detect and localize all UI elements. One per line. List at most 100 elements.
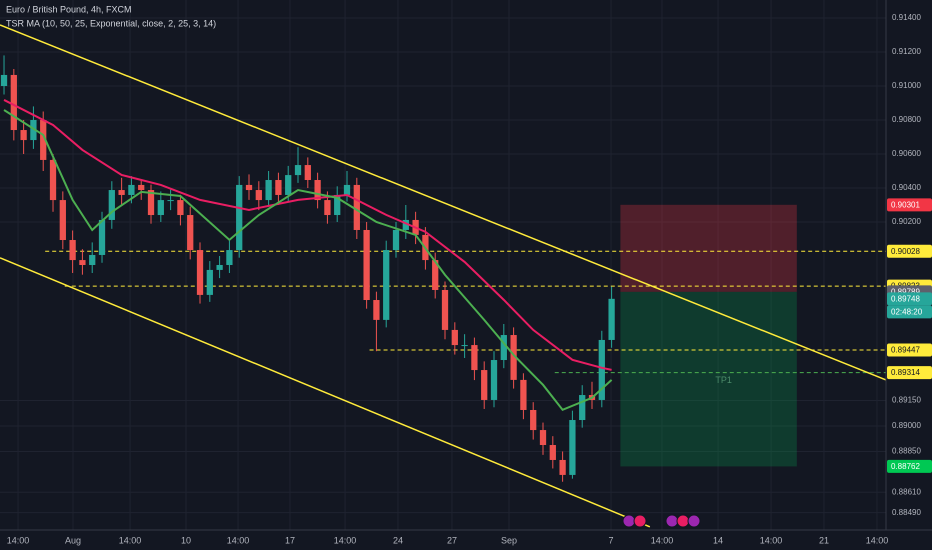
candle-body: [334, 194, 341, 216]
candle-body: [226, 250, 233, 265]
target-zone: [620, 291, 797, 467]
x-tick-label: 17: [285, 535, 295, 545]
x-tick-label: 14:00: [119, 535, 142, 545]
trend-line: [0, 257, 651, 528]
price-badge-label: 0.89748: [891, 294, 920, 303]
y-tick-label: 0.90400: [892, 183, 921, 192]
x-tick-label: 14: [713, 535, 723, 545]
candle-body: [10, 74, 17, 131]
x-tick-label: 14:00: [760, 535, 783, 545]
candle-body: [275, 180, 282, 195]
plot: TP1: [0, 24, 887, 528]
candle-body: [69, 240, 76, 261]
y-tick-label: 0.89000: [892, 421, 921, 430]
y-tick-label: 0.90200: [892, 217, 921, 226]
candle-body: [608, 298, 615, 340]
candle-body: [530, 409, 537, 431]
price-badge: [887, 459, 932, 473]
x-tick-label: 27: [447, 535, 457, 545]
candle-body: [98, 219, 106, 255]
event-icon[interactable]: [687, 514, 701, 528]
y-tick-label: 0.89150: [892, 396, 921, 405]
candle-body: [255, 190, 262, 201]
price-badge-label: 0.90028: [891, 247, 920, 256]
candle-body: [59, 200, 66, 241]
price-badge: [887, 366, 932, 380]
candle-body: [520, 379, 527, 410]
x-tick-label: 24: [393, 535, 403, 545]
candle-body: [79, 260, 86, 265]
countdown-label: 02:48:20: [891, 307, 923, 316]
event-icon[interactable]: [665, 514, 679, 528]
event-icon[interactable]: [676, 514, 690, 528]
countdown-badge: [887, 305, 932, 319]
candle-body: [353, 184, 360, 230]
x-tick-label: 10: [181, 535, 191, 545]
moving-average: [3, 109, 613, 412]
x-tick-label: Aug: [65, 535, 81, 545]
x-tick-label: 14:00: [651, 535, 674, 545]
candle-body: [157, 200, 164, 216]
candle-body: [490, 360, 498, 400]
candle-body: [432, 260, 439, 290]
x-tick-label: 7: [609, 535, 614, 545]
y-tick-label: 0.88610: [892, 487, 921, 496]
candle-body: [559, 459, 566, 475]
candle-body: [187, 215, 194, 251]
event-icon[interactable]: [622, 514, 636, 528]
indicator-title: TSR MA (10, 50, 25, Exponential, close, …: [6, 18, 216, 28]
price-badge-label: 0.90301: [891, 200, 920, 209]
x-tick-label: 14:00: [334, 535, 357, 545]
y-tick-label: 0.91200: [892, 47, 921, 56]
price-badge: [887, 244, 932, 258]
candle-body: [314, 180, 321, 201]
candle-body: [89, 254, 96, 265]
candle-body: [324, 200, 331, 216]
candle-body: [138, 184, 145, 191]
candle-body: [471, 345, 478, 371]
candle-body: [216, 265, 223, 270]
candle-body: [108, 190, 115, 220]
candle-body: [304, 165, 311, 181]
candle-body: [285, 175, 292, 195]
candle-body: [30, 120, 37, 141]
candle-body: [392, 229, 400, 251]
candle-body: [118, 190, 125, 195]
candle-body: [40, 120, 47, 160]
price-badge-label: 0.89314: [891, 368, 920, 377]
candle-body: [441, 289, 449, 330]
trend-line: [0, 24, 887, 381]
moving-average: [3, 99, 612, 371]
candle-body: [177, 200, 184, 216]
candle-body: [343, 184, 351, 195]
y-tick-label: 0.88850: [892, 447, 921, 456]
candle-body: [265, 180, 272, 201]
candle-body: [294, 165, 302, 176]
grid: [0, 0, 886, 530]
candle-body: [402, 219, 409, 230]
candle-body: [20, 130, 27, 141]
y-tick-label: 0.90600: [892, 149, 921, 158]
x-tick-label: 14:00: [227, 535, 250, 545]
y-tick-label: 0.91000: [892, 81, 921, 90]
candle-body: [196, 250, 204, 295]
candle-body: [500, 335, 507, 361]
event-icons[interactable]: [622, 514, 701, 528]
price-badge-label: 0.88762: [891, 462, 920, 471]
event-icon[interactable]: [633, 514, 647, 528]
y-tick-label: 0.88490: [892, 508, 921, 517]
candle-body: [236, 184, 243, 251]
candle-body: [49, 159, 57, 201]
candle-body: [598, 339, 605, 400]
tp-label: TP1: [715, 375, 732, 385]
price-badge: [887, 198, 932, 212]
x-tick-label: 14:00: [7, 535, 30, 545]
price-badge: [887, 292, 932, 306]
stop-zone: [620, 204, 797, 292]
candle-body: [579, 395, 586, 421]
candle-body: [206, 269, 213, 295]
price-badge-label: 0.89447: [891, 346, 920, 355]
axes: 0.91400 0.91200 0.91000 0.90800 0.90600 0.904…: [7, 13, 932, 545]
